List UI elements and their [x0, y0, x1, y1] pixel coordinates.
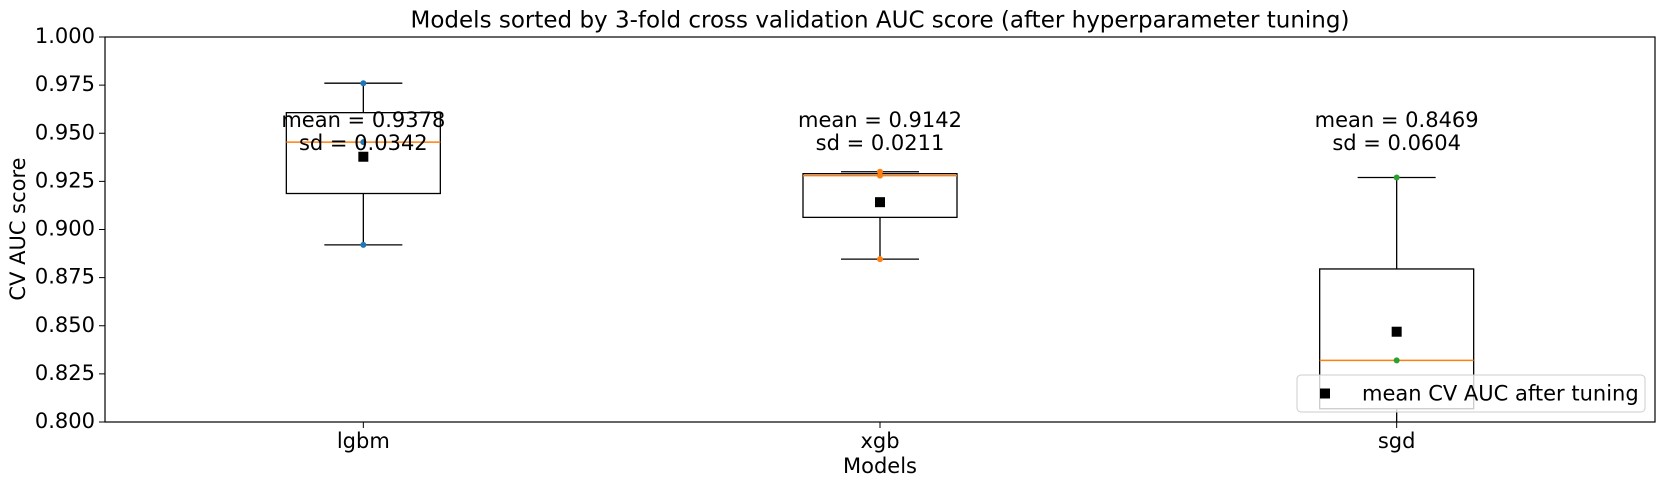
data-point — [877, 256, 883, 263]
x-axis-label: Models — [843, 454, 917, 478]
y-tick-label: 0.950 — [35, 120, 95, 144]
annotation: mean = 0.9142 — [798, 108, 962, 132]
box — [285, 112, 441, 195]
mean-marker — [1391, 326, 1402, 337]
data-point — [877, 172, 883, 179]
y-tick-label: 0.900 — [35, 217, 95, 241]
y-tick-label: 1.000 — [35, 24, 95, 48]
x-tick-label: xgb — [860, 429, 899, 453]
plot-area — [285, 80, 1475, 460]
data-point — [360, 241, 367, 248]
legend-box — [1296, 374, 1646, 413]
y-axis-label: CV AUC score — [6, 157, 30, 300]
legend-label: mean CV AUC after tuning — [1362, 382, 1639, 406]
y-tick-label: 0.825 — [35, 361, 95, 385]
box — [802, 173, 958, 219]
x-tick-label: lgbm — [337, 429, 390, 453]
data-point — [1393, 357, 1400, 364]
x-tick-label: sgd — [1378, 429, 1416, 453]
y-tick-label: 0.850 — [35, 313, 95, 337]
mean-marker — [875, 197, 885, 208]
data-point — [1393, 174, 1400, 181]
y-tick-label: 0.925 — [35, 168, 95, 192]
annotation: sd = 0.0342 — [299, 131, 428, 155]
data-point — [1394, 454, 1400, 460]
data-point — [360, 80, 367, 87]
y-tick-label: 0.975 — [35, 72, 95, 96]
annotation: sd = 0.0604 — [1332, 131, 1461, 155]
annotation: mean = 0.8469 — [1315, 108, 1479, 132]
chart-title: Models sorted by 3-fold cross validation… — [411, 8, 1350, 34]
y-tick-label: 0.800 — [35, 409, 95, 433]
y-tick-label: 0.875 — [35, 265, 95, 289]
legend-marker — [1320, 388, 1330, 399]
data-point — [360, 139, 367, 146]
mean-marker — [358, 151, 369, 162]
annotation: sd = 0.0211 — [816, 131, 945, 155]
annotation: mean = 0.9378 — [281, 108, 445, 132]
